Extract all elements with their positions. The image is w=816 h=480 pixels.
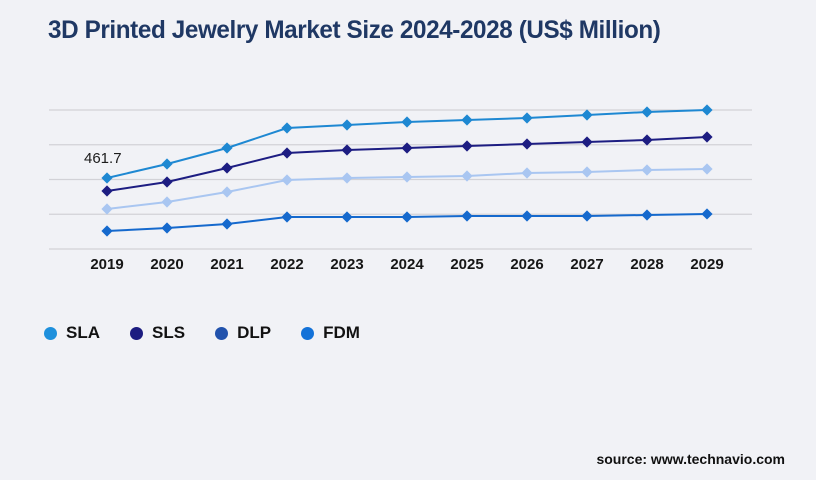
x-axis-label: 2024 — [390, 256, 424, 273]
legend-swatch-fdm — [301, 326, 315, 340]
data-point-sls — [521, 138, 533, 150]
data-point-fdm — [401, 211, 413, 223]
data-point-sla — [161, 158, 173, 170]
data-point-sla — [101, 172, 113, 184]
data-point-fdm — [281, 211, 293, 223]
data-point-dlp — [461, 170, 473, 182]
data-point-dlp — [701, 163, 713, 175]
x-axis-label: 2020 — [150, 256, 184, 273]
legend-swatch-sla — [44, 326, 57, 340]
data-point-sls — [641, 134, 653, 146]
data-point-fdm — [581, 210, 593, 222]
legend-swatch-sls — [130, 326, 143, 340]
legend-item-sls: SLS — [130, 323, 185, 343]
data-point-sla — [221, 142, 233, 154]
data-point-dlp — [281, 174, 293, 186]
data-point-dlp — [341, 172, 353, 184]
data-point-sls — [461, 140, 473, 152]
chart-legend: SLA SLS DLP FDM — [44, 323, 360, 343]
legend-item-fdm: FDM — [301, 323, 360, 343]
data-point-fdm — [101, 225, 113, 237]
chart-title: 3D Printed Jewelry Market Size 2024-2028… — [48, 16, 661, 44]
series-fdm — [101, 208, 713, 237]
data-point-sls — [281, 147, 293, 159]
data-point-sla — [581, 109, 593, 121]
data-point-fdm — [641, 209, 653, 221]
data-point-dlp — [521, 167, 533, 179]
data-point-sla — [701, 104, 713, 116]
source-attribution: source: www.technavio.com — [596, 451, 785, 467]
data-point-dlp — [401, 171, 413, 183]
data-point-sls — [401, 142, 413, 154]
legend-swatch-dlp — [215, 326, 229, 340]
data-point-sla — [521, 112, 533, 124]
x-axis-label: 2025 — [450, 256, 484, 273]
x-axis-label: 2026 — [510, 256, 544, 273]
data-point-sls — [701, 131, 713, 143]
legend-label: SLS — [152, 323, 186, 342]
data-point-sla — [341, 119, 353, 131]
x-axis-label: 2023 — [330, 256, 364, 273]
x-axis-label: 2028 — [630, 256, 664, 273]
data-point-fdm — [221, 218, 233, 230]
data-point-sla — [281, 122, 293, 134]
x-axis-label: 2022 — [270, 256, 304, 273]
legend-item-sla: SLA — [44, 323, 100, 343]
data-point-sls — [101, 185, 113, 197]
data-point-sla — [401, 116, 413, 128]
data-point-fdm — [701, 208, 713, 220]
legend-item-dlp: DLP — [215, 323, 271, 343]
data-point-sla — [461, 114, 473, 126]
data-point-value-label: 461.7 — [84, 150, 122, 167]
data-point-sls — [341, 144, 353, 156]
x-axis-label: 2019 — [90, 256, 124, 273]
data-point-dlp — [641, 164, 653, 176]
series-dlp — [101, 163, 713, 215]
x-axis-label: 2027 — [570, 256, 604, 273]
data-point-sls — [581, 136, 593, 148]
series-sla — [101, 104, 713, 184]
data-point-fdm — [461, 210, 473, 222]
legend-label: FDM — [323, 323, 360, 342]
data-point-dlp — [221, 186, 233, 198]
data-point-fdm — [341, 211, 353, 223]
x-axis-label: 2021 — [210, 256, 244, 273]
data-point-dlp — [581, 166, 593, 178]
x-axis-label: 2029 — [690, 256, 724, 273]
data-point-fdm — [521, 210, 533, 222]
data-point-dlp — [161, 196, 173, 208]
series-sls — [101, 131, 713, 197]
data-point-sls — [161, 176, 173, 188]
data-point-sla — [641, 106, 653, 118]
data-point-fdm — [161, 222, 173, 234]
legend-label: SLA — [66, 323, 100, 342]
legend-label: DLP — [237, 323, 272, 342]
data-point-dlp — [101, 203, 113, 215]
data-point-sls — [221, 162, 233, 174]
